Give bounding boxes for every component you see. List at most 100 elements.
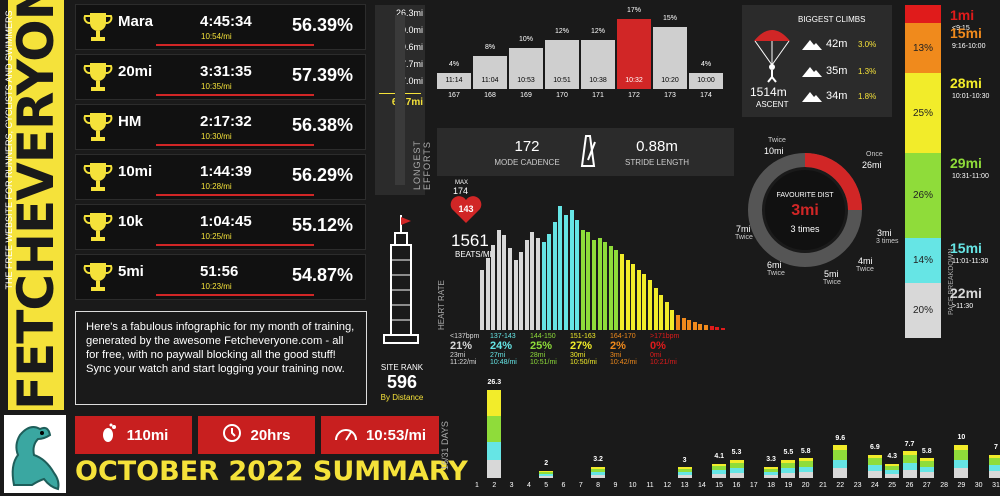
- record-pace: 10:54/mi: [201, 32, 232, 41]
- day-bar: [781, 473, 796, 478]
- day-bar: [487, 416, 502, 442]
- day-number: 25: [888, 482, 897, 489]
- day-bar: [591, 467, 606, 469]
- hr-max-label: MAX: [455, 180, 469, 186]
- week-percent: 4%: [700, 61, 712, 68]
- day-value: 5.3: [731, 449, 742, 456]
- week-number: 168: [484, 92, 496, 99]
- day-bar: [677, 475, 692, 478]
- day-bar: [885, 474, 900, 478]
- hr-zone: 137-143 24% 27mi 10:48/mi: [490, 333, 530, 366]
- mountain-icon: [802, 37, 822, 55]
- day-bar: [764, 472, 779, 475]
- dinosaur-mascot-icon: [4, 415, 66, 493]
- hr-zone-dist: 0mi: [650, 352, 662, 359]
- day-number: 9: [613, 482, 618, 489]
- distance-stat: 110mi: [75, 416, 192, 454]
- brand-logo: FETCHEVERYONE: [7, 0, 65, 410]
- day-bar: [919, 472, 934, 478]
- pace-segment: 25%: [905, 73, 941, 153]
- mountain-icon: [802, 64, 822, 82]
- hr-bar: [676, 315, 680, 330]
- day-value: 5.8: [800, 448, 811, 455]
- hr-bar: [580, 230, 585, 330]
- day-value: 5.5: [783, 449, 794, 456]
- hr-zone-pct: 2%: [610, 340, 626, 352]
- hr-zone-pace: 10:48/mi: [490, 359, 517, 366]
- effort-value: 26.3mi: [395, 8, 423, 18]
- pace-range: 9:16-10:00: [952, 43, 986, 50]
- record-time: 2:17:32: [200, 113, 252, 130]
- ring-label: 26mi: [862, 160, 882, 170]
- hr-zone-pct: 0%: [650, 340, 666, 352]
- climb-height: 42m: [826, 38, 848, 50]
- day-bar: [919, 461, 934, 467]
- week-bar: [653, 27, 687, 89]
- hours-value: 20hrs: [250, 426, 291, 444]
- day-number: 8: [596, 482, 601, 489]
- record-name: Mara: [118, 13, 154, 30]
- day-bar: [989, 471, 1000, 478]
- hr-bar: [491, 245, 496, 330]
- hr-bar: [681, 318, 686, 330]
- day-number: 23: [853, 482, 862, 489]
- summary-title: OCTOBER 2022 SUMMARY: [75, 456, 468, 487]
- day-value: 5.8: [921, 448, 932, 455]
- record-bar: [156, 94, 314, 96]
- record-pace: 10:28/mi: [201, 182, 232, 191]
- record-percent: 54.87%: [291, 265, 353, 285]
- hr-bar: [513, 260, 518, 330]
- trophy-icon: [83, 113, 113, 141]
- day-bar: [591, 472, 606, 475]
- site-rank-label: SITE RANK: [380, 363, 424, 372]
- record-bar: [156, 294, 314, 296]
- record-name: 20mi: [118, 63, 153, 80]
- hr-zone-pace: 11:22/mi: [450, 359, 477, 366]
- trophy-icon: [83, 163, 113, 191]
- climbs-title: BIGGEST CLIMBS: [798, 15, 866, 24]
- parachute-icon: [752, 25, 792, 88]
- climb-grade: 3.0%: [858, 40, 877, 49]
- hr-zone-range: <137bpm: [450, 333, 480, 340]
- clock-icon: [222, 423, 242, 447]
- week-pace: 10:53: [517, 77, 535, 84]
- cadence-panel: 172 MODE CADENCE 0.88m STRIDE LENGTH: [437, 128, 734, 176]
- day-number: 21: [819, 482, 827, 489]
- day-bar: [867, 465, 882, 471]
- hr-zone-pace: 10:42/mi: [610, 359, 637, 366]
- day-number: 26: [905, 482, 914, 489]
- pace-segment: 20%: [905, 283, 941, 338]
- hr-zone-pct: 24%: [490, 340, 513, 352]
- hr-zone-range: >171bpm: [650, 333, 680, 340]
- pace-segment: 26%: [905, 153, 941, 238]
- day-number: 17: [749, 482, 758, 489]
- day-number: 31: [992, 482, 1000, 489]
- day-bar: [989, 455, 1000, 458]
- hr-bar: [508, 248, 512, 330]
- record-row: HM 2:17:32 10:30/mi 56.38%: [75, 104, 366, 150]
- day-number: 13: [680, 482, 689, 489]
- week-percent: 4%: [448, 61, 460, 68]
- daily-distance-chart: 1 2 26.3 3 4 5 2 6 7 8 3.2 9 10 11 12 13 3 14 15 4.1 16 5.3 17…: [440, 375, 1000, 493]
- pace-range: <9:15: [952, 25, 970, 32]
- day-bar: [677, 467, 692, 469]
- stride-value: 0.88m: [636, 138, 678, 155]
- week-number: 172: [628, 92, 640, 99]
- week-pace: 10:00: [697, 77, 715, 84]
- ascent-label: ASCENT: [756, 100, 789, 109]
- week-percent: 8%: [484, 44, 496, 51]
- climb-height: 34m: [826, 90, 848, 102]
- hr-zone-dist: 27mi: [490, 352, 506, 359]
- day-value: 7: [994, 444, 998, 451]
- hr-zone-dist: 30mi: [570, 352, 586, 359]
- day-bar: [885, 466, 900, 470]
- record-bar: [156, 194, 314, 196]
- efforts-ruler: [395, 15, 405, 185]
- hr-axis-label: HEART RATE: [437, 280, 446, 330]
- hr-zone: >171bpm 0% 0mi 10:21/mi: [650, 333, 690, 366]
- day-bar: [902, 455, 917, 463]
- record-bar: [156, 244, 314, 246]
- day-bar: [781, 463, 796, 468]
- record-percent: 56.29%: [291, 165, 353, 185]
- day-bar: [902, 451, 917, 455]
